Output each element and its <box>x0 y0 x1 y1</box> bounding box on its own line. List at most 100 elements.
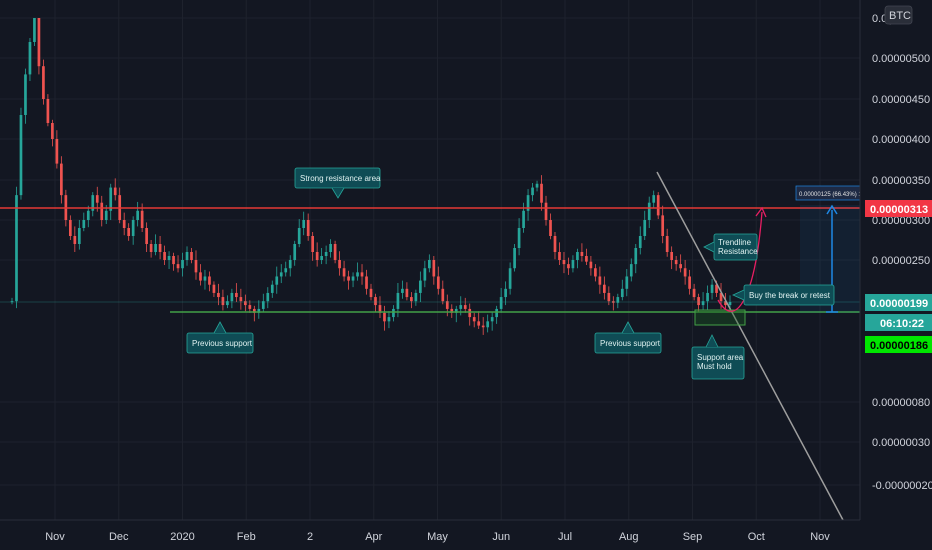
candle <box>351 272 355 288</box>
candle <box>37 18 41 75</box>
callout-label: Strong resistance area <box>300 174 381 183</box>
callout-buy-break[interactable]: Buy the break or retest <box>732 284 835 306</box>
candle <box>706 285 709 310</box>
time-axis-ticks: Nov Dec 2020 Feb 2 Apr May Jun Jul Aug Sep Oct Nov <box>45 531 830 543</box>
time-tick-label: Dec <box>109 531 129 543</box>
price-tick-label: 0.00000450 <box>872 94 930 106</box>
candle <box>28 38 32 81</box>
candle <box>365 269 368 295</box>
candle <box>55 130 59 169</box>
price-tick-label: 0.00000500 <box>872 53 930 65</box>
candle <box>513 244 516 272</box>
callout-label: Previous support <box>192 339 253 348</box>
trendline-resistance[interactable] <box>656 171 844 521</box>
candle <box>419 271 422 302</box>
candle <box>252 305 256 322</box>
candle <box>477 311 481 329</box>
candle <box>643 210 647 240</box>
projected-path-arrowhead <box>755 206 767 218</box>
price-tick-label: 0.00000250 <box>872 255 930 267</box>
candle <box>320 248 323 265</box>
candle <box>270 280 274 298</box>
candle <box>589 256 593 276</box>
candle <box>436 266 440 295</box>
time-tick-label: May <box>427 531 448 543</box>
candle <box>576 248 579 269</box>
support-price-badge: 0.00000186 <box>865 336 932 353</box>
candle <box>387 311 391 329</box>
price-tick-label: 0.00000400 <box>872 134 930 146</box>
time-tick-label: Aug <box>619 531 639 543</box>
currency-badge[interactable]: BTC <box>884 5 913 25</box>
candle <box>383 305 386 331</box>
candle <box>248 300 252 313</box>
support-price-label: 0.00000186 <box>870 340 928 352</box>
resistance-price-label: 0.00000313 <box>870 204 928 216</box>
candle <box>302 211 306 236</box>
callout-trendline-resistance[interactable]: Trendline Resistance <box>703 233 758 261</box>
candle <box>82 212 86 232</box>
callout-support-area[interactable]: Support area Must hold <box>691 334 746 380</box>
callout-previous-support-2[interactable]: Previous support <box>594 321 662 354</box>
candle <box>217 283 220 306</box>
callout-label: Support area Must hold <box>697 353 746 371</box>
candle <box>261 293 265 312</box>
callout-strong-resistance[interactable]: Strong resistance area <box>294 167 381 199</box>
candle <box>679 254 682 273</box>
candle <box>185 246 189 266</box>
candle <box>594 264 597 282</box>
candle <box>571 255 575 273</box>
candle <box>410 292 413 309</box>
price-tick-label: -0.00000020 <box>872 480 932 492</box>
candle <box>392 305 395 322</box>
callout-previous-support-1[interactable]: Previous support <box>186 321 254 354</box>
candle <box>230 288 234 309</box>
candle <box>113 178 117 201</box>
candle <box>91 192 95 217</box>
candle <box>172 252 175 271</box>
time-tick-label: Jun <box>492 531 510 543</box>
candle <box>342 260 346 282</box>
candle <box>145 222 148 252</box>
candle <box>499 288 503 313</box>
candle <box>544 195 548 226</box>
candle <box>306 213 310 241</box>
candle <box>73 226 77 252</box>
candle <box>158 236 162 260</box>
measure-label: 0.00000125 (66.43%) 12 <box>799 192 866 198</box>
candle <box>208 271 211 292</box>
candle <box>490 312 494 331</box>
candle <box>472 312 476 328</box>
candle <box>19 107 23 200</box>
candle <box>616 293 620 309</box>
candle <box>109 183 113 220</box>
candle <box>697 293 700 312</box>
candle <box>504 281 507 306</box>
time-tick-label: Apr <box>365 531 382 543</box>
candle <box>356 262 359 281</box>
candle <box>311 232 315 261</box>
time-tick-label: Feb <box>237 531 256 543</box>
candle <box>652 190 656 208</box>
candle <box>414 289 418 306</box>
candle <box>463 297 467 313</box>
candle <box>279 264 283 284</box>
price-tick-label: 0.00000300 <box>872 215 930 227</box>
candle <box>257 300 261 319</box>
candle <box>450 304 454 318</box>
candle <box>60 156 63 204</box>
candle <box>15 186 18 309</box>
countdown-badge: 06:10:22 <box>865 314 932 331</box>
price-tick-label: 0.00000030 <box>872 437 930 449</box>
support-zone-box[interactable] <box>694 309 746 326</box>
candle <box>598 266 602 294</box>
candle <box>378 296 382 318</box>
candle <box>338 251 341 276</box>
candle <box>42 59 45 105</box>
candle <box>190 248 193 264</box>
price-tick-label: 0.00000080 <box>872 397 930 409</box>
candle <box>24 68 27 124</box>
candle <box>580 243 584 262</box>
